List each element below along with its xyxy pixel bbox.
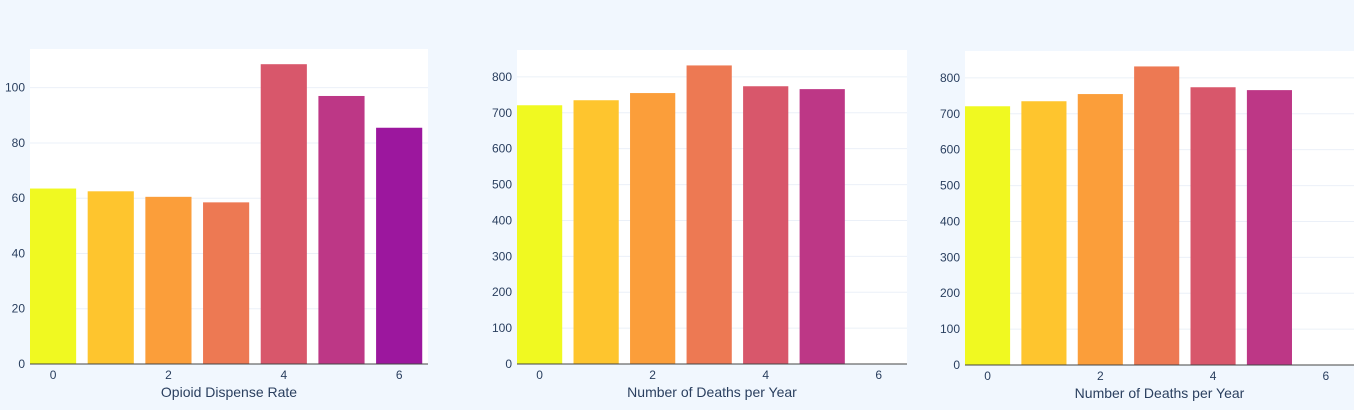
bar	[1077, 94, 1123, 365]
bar	[1134, 66, 1180, 366]
y-tick-label: 0	[505, 357, 512, 371]
y-tick-label: 0	[18, 357, 25, 371]
bar	[1021, 101, 1067, 366]
bar	[260, 64, 307, 365]
y-tick-label: 700	[940, 107, 960, 121]
bar	[203, 202, 250, 364]
x-tick-label: 2	[649, 368, 656, 382]
y-tick-label: 400	[940, 214, 960, 228]
bar	[1190, 87, 1236, 365]
bar	[965, 106, 1011, 365]
chart-panel-deaths-1: 0 100 200 300 400 500 600 700 800 0 2 4 6 Number of D…	[450, 0, 909, 405]
y-tick-label: 80	[12, 136, 26, 150]
y-tick-label: 300	[492, 249, 512, 263]
chart-panel-deaths-2: 0 100 200 300 400 500 600 700 800 0 2 4 6 Number of D…	[909, 0, 1354, 405]
y-tick-label: 60	[12, 191, 26, 205]
chart-panel-dispense-rate: 0 20 40 60 80 100 0 2 4 6 Opioid Dispense Rate	[0, 0, 450, 405]
y-tick-label: 500	[492, 178, 512, 192]
x-tick-label: 2	[1097, 369, 1104, 383]
x-tick-label: 4	[762, 368, 769, 382]
x-tick-label: 6	[875, 368, 882, 382]
bar	[686, 65, 732, 365]
bar	[87, 191, 134, 364]
bar	[630, 93, 676, 364]
y-tick-label: 600	[492, 142, 512, 156]
y-tick-label: 100	[940, 322, 960, 336]
y-tick-label: 800	[940, 71, 960, 85]
y-tick-label: 0	[953, 358, 960, 372]
y-tick-label: 100	[492, 321, 512, 335]
x-tick-label: 4	[280, 368, 287, 382]
y-tick-label: 40	[12, 246, 26, 260]
x-tick-label: 6	[1322, 369, 1329, 383]
bar	[30, 188, 77, 364]
bar	[799, 89, 845, 365]
bar	[318, 95, 365, 364]
y-tick-label: 100	[5, 81, 25, 95]
y-tick-label: 200	[940, 286, 960, 300]
bar-chart-svg: 0 20 40 60 80 100 0 2 4 6 Opioid Dispense Rate	[5, 49, 428, 400]
x-tick-label: 0	[50, 368, 57, 382]
x-axis-title: Opioid Dispense Rate	[161, 384, 297, 400]
x-axis-title: Number of Deaths per Year	[627, 384, 797, 400]
x-tick-label: 4	[1210, 369, 1217, 383]
y-tick-label: 400	[492, 213, 512, 227]
x-tick-label: 6	[396, 368, 403, 382]
y-tick-label: 300	[940, 250, 960, 264]
bar-chart-svg: 0 100 200 300 400 500 600 700 800 0 2 4 6 Number of D…	[492, 50, 907, 400]
x-tick-label: 0	[536, 368, 543, 382]
bar	[376, 127, 423, 364]
x-tick-label: 0	[984, 369, 991, 383]
y-tick-label: 500	[940, 179, 960, 193]
bar	[1246, 90, 1292, 366]
bar	[743, 86, 789, 364]
y-tick-label: 700	[492, 106, 512, 120]
y-tick-label: 800	[492, 70, 512, 84]
y-tick-label: 600	[940, 143, 960, 157]
bar	[517, 105, 563, 364]
bar	[573, 100, 619, 365]
bar-chart-svg: 0 100 200 300 400 500 600 700 800 0 2 4 6 Number of D…	[940, 51, 1354, 401]
y-tick-label: 200	[492, 285, 512, 299]
y-tick-label: 20	[12, 302, 26, 316]
bar	[145, 196, 192, 364]
x-tick-label: 2	[165, 368, 172, 382]
x-axis-title: Number of Deaths per Year	[1075, 385, 1245, 401]
